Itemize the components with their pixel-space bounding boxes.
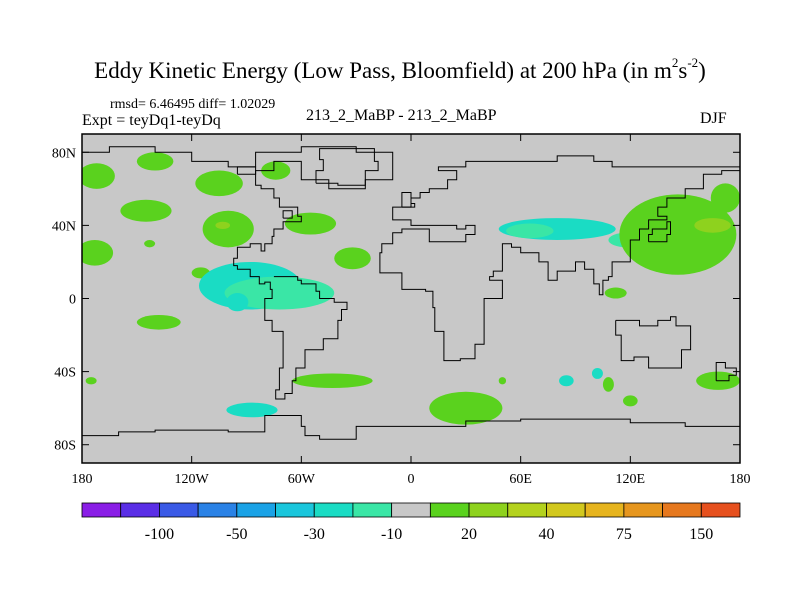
colorbar-box	[275, 502, 315, 518]
colorbar: -100 -50 -30 -10 20 40 75 150	[81, 502, 741, 543]
colorbar-box	[662, 502, 702, 518]
coastline	[236, 166, 257, 175]
contour-blob	[136, 152, 174, 171]
x-tick-label: 60W	[288, 472, 316, 487]
colorbar-box	[197, 502, 238, 518]
contour-blob	[506, 223, 554, 239]
stats-line: rmsd= 6.46495 diff= 1.02029	[110, 97, 276, 112]
coastline	[715, 362, 737, 382]
contour-blob	[623, 395, 638, 407]
colorbar-box	[391, 502, 431, 518]
colorbar-box	[584, 502, 625, 518]
contour-blob	[604, 287, 627, 299]
contour-blob	[82, 240, 114, 266]
coastline	[615, 316, 692, 369]
plot-background	[82, 134, 740, 463]
title-s-exponent: -2	[687, 55, 699, 70]
coastline	[379, 152, 740, 362]
colorbar-label: -30	[304, 526, 325, 543]
contour-blob	[498, 377, 507, 385]
contour-blob	[226, 402, 278, 418]
contour-blob	[82, 163, 115, 189]
y-tick-label: 80N	[52, 146, 76, 161]
coastline	[282, 210, 293, 219]
colorbar-label: -50	[226, 526, 247, 543]
coastline	[315, 148, 379, 186]
title-s: s	[678, 58, 688, 83]
contour-blob	[195, 170, 243, 197]
colorbar-label: -10	[381, 526, 402, 543]
colorbar-box	[236, 502, 276, 518]
contour-blob	[85, 377, 97, 385]
colorbar-box	[546, 502, 586, 518]
contour-blob	[136, 314, 181, 330]
chart-title: Eddy Kinetic Energy (Low Pass, Bloomfiel…	[0, 55, 800, 84]
season-label: DJF	[700, 110, 727, 127]
contour-blob	[120, 199, 172, 222]
expt-line: Expt = teyDq1-teyDq	[82, 112, 221, 129]
colorbar-box	[468, 502, 509, 518]
colorbar-box	[352, 502, 393, 518]
colorbar-box	[700, 502, 741, 518]
x-tick-label: 180	[730, 472, 751, 487]
x-tick-label: 180	[72, 472, 93, 487]
coastlines	[82, 146, 740, 440]
title-close: )	[698, 58, 706, 83]
contour-blob	[334, 247, 371, 270]
colorbar-box	[623, 502, 663, 518]
colorbar-box	[120, 502, 160, 518]
contour-blob	[292, 373, 373, 389]
colorbar-box	[159, 502, 199, 518]
contour-blob	[226, 293, 249, 312]
colorbar-label: 40	[538, 526, 554, 543]
contour-blob	[710, 183, 740, 213]
contour-blob	[694, 218, 731, 233]
colorbar-label: 75	[616, 526, 632, 543]
contour-blob	[261, 161, 291, 180]
experiment-label: 213_2_MaBP - 213_2_MaBP	[306, 107, 497, 124]
contour-fills	[82, 152, 740, 425]
coastline	[82, 146, 394, 400]
x-tick-label: 60E	[509, 472, 532, 487]
coastline	[401, 192, 416, 208]
title-text: Eddy Kinetic Energy (Low Pass, Bloomfiel…	[94, 58, 672, 83]
colorbar-box	[81, 502, 122, 518]
contour-blob	[202, 210, 254, 248]
contour-blob	[144, 240, 156, 248]
x-tick-label: 120W	[175, 472, 210, 487]
coastline	[648, 221, 671, 243]
y-tick-label: 40N	[52, 219, 76, 234]
title-m-exponent: 2	[671, 55, 679, 70]
axis-ticks: 180 120W 60W 0 60E 120E 180 80N 40N 0 40S 80S	[52, 134, 751, 487]
colorbar-box	[507, 502, 547, 518]
contour-blob	[602, 377, 614, 392]
y-tick-label: 80S	[54, 439, 76, 454]
contour-blob	[619, 194, 737, 275]
colorbar-box	[313, 502, 354, 518]
contour-blob	[591, 367, 603, 379]
contour-blob	[284, 212, 337, 235]
contour-blob	[559, 375, 574, 387]
y-tick-label: 40S	[54, 366, 76, 381]
coastline	[82, 415, 740, 440]
x-tick-label: 120E	[616, 472, 646, 487]
y-tick-label: 0	[69, 293, 76, 308]
colorbar-label: -100	[145, 526, 174, 543]
colorbar-label: 20	[461, 526, 477, 543]
contour-blob	[215, 221, 231, 230]
contour-blob	[429, 391, 503, 425]
x-tick-label: 0	[408, 472, 415, 487]
contour-blob	[224, 276, 335, 310]
colorbar-label: 150	[689, 526, 713, 543]
colorbar-box	[429, 502, 470, 518]
